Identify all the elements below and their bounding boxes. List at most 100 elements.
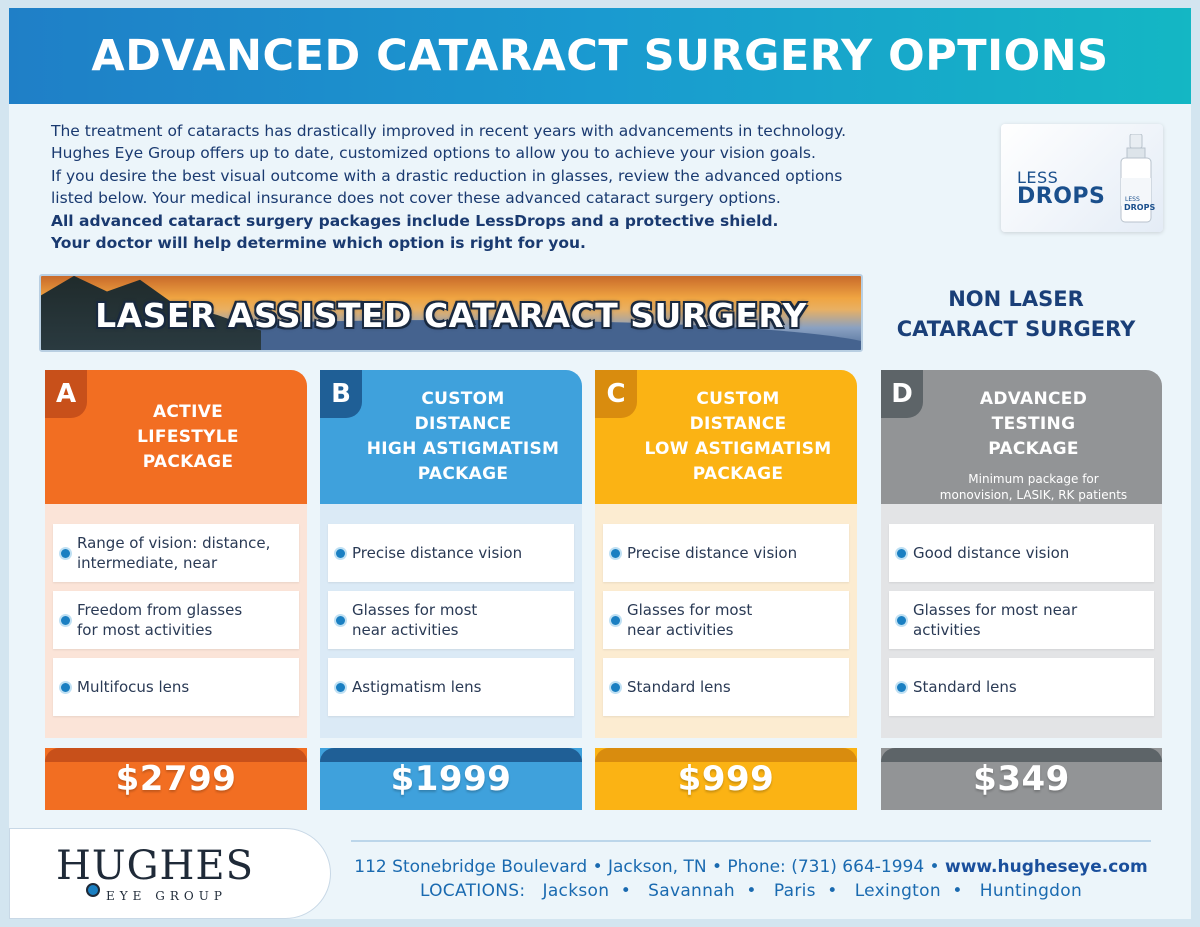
package-price: $1999 xyxy=(390,759,512,799)
feature-text: activities xyxy=(913,621,981,639)
package-title-line: PACKAGE xyxy=(692,464,784,484)
package-title-line: TESTING xyxy=(991,414,1076,434)
feature-item: Freedom from glasses for most activities xyxy=(53,591,299,649)
bullet-icon xyxy=(61,548,70,558)
feature-item: Astigmatism lens xyxy=(328,658,574,716)
eye-icon xyxy=(86,883,100,897)
package-subtitle-line: monovision, LASIK, RK patients xyxy=(939,488,1128,502)
feature-item: Precise distance vision xyxy=(603,524,849,582)
bullet-icon xyxy=(897,615,906,625)
intro-text: The treatment of cataracts has drastical… xyxy=(51,120,991,254)
intro-bold-line: All advanced cataract surgery packages i… xyxy=(51,211,779,230)
nonlaser-heading: NON LASER CATARACT SURGERY xyxy=(871,284,1161,344)
price-accent xyxy=(320,748,582,762)
locations-label: LOCATIONS: xyxy=(419,881,526,901)
bottle-label-drops: DROPS xyxy=(1124,203,1156,212)
feature-text: Range of vision: distance, xyxy=(77,534,271,552)
package-features: Good distance vision Glasses for most ne… xyxy=(881,504,1162,738)
feature-text: Glasses for most xyxy=(627,601,753,619)
package-price-bar: $2799 xyxy=(45,748,307,810)
feature-item: Glasses for most near activities xyxy=(328,591,574,649)
package-title-line: HIGH ASTIGMATISM xyxy=(366,439,560,459)
bullet-icon xyxy=(336,615,345,625)
intro-bold-line: Your doctor will help determine which op… xyxy=(51,234,586,253)
feature-text: for most activities xyxy=(77,621,213,639)
feature-item: Good distance vision xyxy=(889,524,1154,582)
package-title-line: CUSTOM xyxy=(696,389,780,409)
eye-drop-bottle-icon xyxy=(1120,134,1152,223)
intro-line: The treatment of cataracts has drastical… xyxy=(51,122,847,140)
bullet-icon xyxy=(897,682,906,692)
feature-text: near activities xyxy=(627,621,734,639)
feature-text: Precise distance vision xyxy=(627,544,798,562)
bullet-icon xyxy=(336,682,345,692)
bullet-icon xyxy=(61,615,70,625)
package-letter: D xyxy=(881,370,923,418)
location-item: Jackson xyxy=(542,881,610,901)
feature-item: Standard lens xyxy=(889,658,1154,716)
package-header: D ADVANCED TESTING PACKAGE Minimum packa… xyxy=(881,370,1162,504)
hughes-eye-group-logo: HUGHES EYE GROUP xyxy=(9,828,331,919)
feature-item: Multifocus lens xyxy=(53,658,299,716)
nonlaser-line: CATARACT SURGERY xyxy=(896,317,1136,341)
package-letter: A xyxy=(45,370,87,418)
feature-item: Range of vision: distance, intermediate, … xyxy=(53,524,299,582)
package-features: Precise distance vision Glasses for most… xyxy=(320,504,582,738)
feature-text: Good distance vision xyxy=(913,544,1070,562)
package-card-a: A ACTIVE LIFESTYLE PACKAGE Range of visi… xyxy=(45,370,307,810)
lessdrops-less-text: LESS xyxy=(1017,168,1059,187)
package-card-c: C CUSTOM DISTANCE LOW ASTIGMATISM PACKAG… xyxy=(595,370,857,810)
package-title-line: DISTANCE xyxy=(689,414,787,434)
logo-subtitle: EYE GROUP xyxy=(106,889,227,903)
intro-line: listed below. Your medical insurance doe… xyxy=(51,189,781,208)
feature-text: Astigmatism lens xyxy=(352,678,482,696)
feature-text: Glasses for most xyxy=(352,601,478,619)
footer: HUGHES EYE GROUP 112 Stonebridge Bouleva… xyxy=(9,828,1191,919)
feature-item: Glasses for most near activities xyxy=(603,591,849,649)
lessdrops-drops-text: DROPS xyxy=(1017,184,1106,209)
package-features: Range of vision: distance, intermediate, … xyxy=(45,504,307,738)
location-item: Huntingdon xyxy=(979,881,1083,901)
feature-text: Precise distance vision xyxy=(352,544,523,562)
package-price-bar: $1999 xyxy=(320,748,582,810)
package-title-line: PACKAGE xyxy=(988,439,1079,459)
package-title-line: CUSTOM xyxy=(421,389,505,409)
package-letter: C xyxy=(595,370,637,418)
laser-banner-title: LASER ASSISTED CATARACT SURGERY xyxy=(95,296,807,335)
package-price: $349 xyxy=(973,759,1070,799)
package-title-line: LOW ASTIGMATISM xyxy=(644,439,832,459)
address-text: 112 Stonebridge Boulevard • Jackson, TN … xyxy=(354,857,945,877)
bullet-icon xyxy=(611,615,620,625)
package-price-bar: $999 xyxy=(595,748,857,810)
bullet-icon xyxy=(336,548,345,558)
feature-text: near activities xyxy=(352,621,459,639)
package-title-line: PACKAGE xyxy=(417,464,509,484)
feature-item: Precise distance vision xyxy=(328,524,574,582)
bullet-icon xyxy=(611,548,620,558)
bottle-label-less: LESS xyxy=(1125,196,1140,203)
header-banner: ADVANCED CATARACT SURGERY OPTIONS xyxy=(9,8,1191,104)
address-line: 112 Stonebridge Boulevard • Jackson, TN … xyxy=(351,854,1151,880)
price-accent xyxy=(595,748,857,762)
package-subtitle-line: Minimum package for xyxy=(968,472,1099,486)
logo-word: HUGHES xyxy=(56,843,255,889)
feature-text: Standard lens xyxy=(913,678,1017,696)
package-letter: B xyxy=(320,370,362,418)
bullet-icon xyxy=(897,548,906,558)
footer-divider xyxy=(351,840,1151,842)
package-price-bar: $349 xyxy=(881,748,1162,810)
package-header: B CUSTOM DISTANCE HIGH ASTIGMATISM PACKA… xyxy=(320,370,582,504)
intro-line: Hughes Eye Group offers up to date, cust… xyxy=(51,144,816,163)
package-price: $2799 xyxy=(115,759,237,799)
bullet-icon xyxy=(61,682,70,692)
location-item: Paris xyxy=(773,881,816,901)
laser-banner: LASER ASSISTED CATARACT SURGERY xyxy=(39,274,863,352)
lessdrops-logo: LESS DROPS LESS DROPS xyxy=(1001,124,1163,232)
package-title-line: LIFESTYLE xyxy=(137,427,239,447)
feature-text: Standard lens xyxy=(627,678,731,696)
feature-text: Multifocus lens xyxy=(77,678,190,696)
price-accent xyxy=(45,748,307,762)
page-title: ADVANCED CATARACT SURGERY OPTIONS xyxy=(91,31,1109,81)
location-item: Savannah xyxy=(648,881,735,901)
website-link[interactable]: www.hugheseye.com xyxy=(945,857,1148,877)
